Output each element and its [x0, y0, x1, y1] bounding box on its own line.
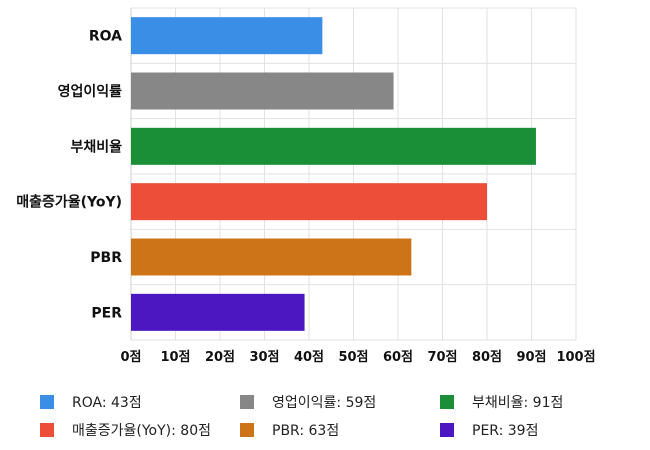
legend-label: 영업이익률: 59점	[272, 395, 377, 411]
x-tick-label: 50점	[338, 350, 368, 365]
legend-item-debt-ratio: 부채비율: 91점	[440, 392, 640, 412]
bar	[131, 72, 394, 110]
legend-item-per: PER: 39점	[440, 420, 640, 440]
chart-legend: ROA: 43점 영업이익률: 59점 부채비율: 91점 매출증가율(YoY)…	[40, 388, 640, 444]
legend-row: ROA: 43점 영업이익률: 59점 부채비율: 91점	[40, 388, 640, 416]
legend-swatch	[40, 395, 54, 409]
category-label: 매출증가율(YoY)	[16, 194, 122, 211]
bar	[131, 183, 487, 221]
legend-row: 매출증가율(YoY): 80점 PBR: 63점 PER: 39점	[40, 416, 640, 444]
legend-swatch	[440, 395, 454, 409]
x-tick-label: 100점	[556, 350, 595, 365]
x-tick-label: 60점	[383, 350, 413, 365]
category-label: PBR	[90, 250, 122, 266]
bar	[131, 293, 305, 331]
legend-label: ROA: 43점	[72, 395, 142, 411]
legend-label: PBR: 63점	[272, 423, 340, 439]
legend-item-operating-margin: 영업이익률: 59점	[240, 392, 440, 412]
legend-swatch	[440, 423, 454, 437]
category-label: PER	[91, 305, 122, 321]
category-label: 부채비율	[70, 138, 122, 155]
legend-label: PER: 39점	[472, 423, 539, 439]
legend-swatch	[40, 423, 54, 437]
x-tick-label: 30점	[249, 350, 279, 365]
category-label: ROA	[89, 29, 122, 45]
x-tick-label: 80점	[472, 350, 502, 365]
legend-swatch	[240, 395, 254, 409]
legend-item-roa: ROA: 43점	[40, 392, 240, 412]
x-tick-label: 40점	[294, 350, 324, 365]
category-label: 영업이익률	[58, 83, 123, 100]
bar	[131, 238, 412, 276]
bar	[131, 17, 323, 55]
legend-swatch	[240, 423, 254, 437]
x-tick-label: 70점	[427, 350, 457, 365]
x-tick-label: 10점	[160, 350, 190, 365]
legend-item-revenue-growth: 매출증가율(YoY): 80점	[40, 420, 240, 440]
legend-label: 매출증가율(YoY): 80점	[72, 423, 211, 439]
legend-item-pbr: PBR: 63점	[240, 420, 440, 440]
bar	[131, 127, 536, 165]
legend-label: 부채비율: 91점	[472, 395, 564, 411]
x-tick-label: 20점	[205, 350, 235, 365]
x-tick-label: 90점	[516, 350, 546, 365]
x-tick-label: 0점	[120, 350, 141, 365]
